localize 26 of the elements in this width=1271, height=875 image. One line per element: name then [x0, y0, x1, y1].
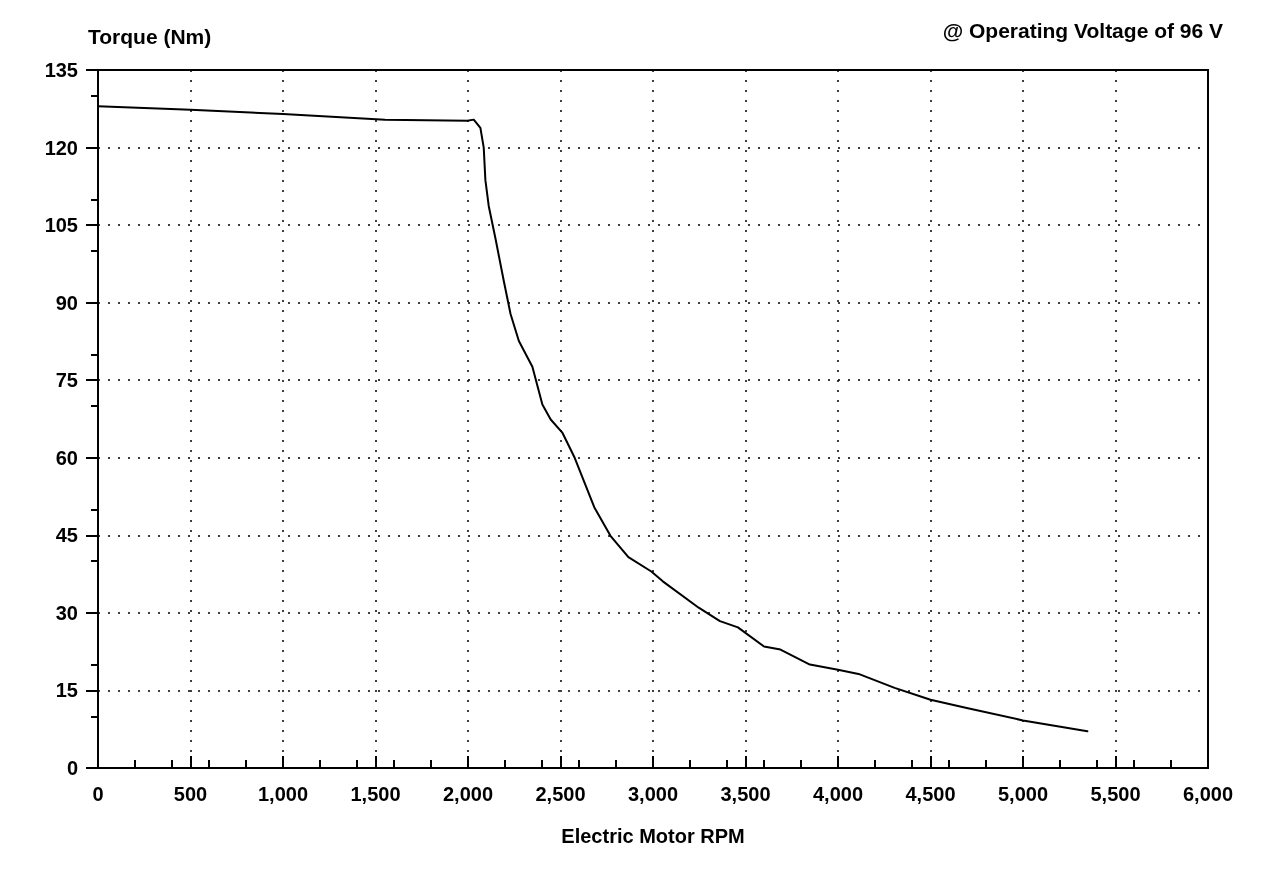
x-tick-label: 4,000 — [812, 783, 864, 805]
x-tick-label: 5,000 — [997, 783, 1049, 805]
x-tick-label: 1,000 — [257, 783, 309, 805]
y-tick-label: 60 — [55, 446, 78, 469]
x-tick-label: 3,500 — [720, 783, 771, 805]
x-tick-label: 2,500 — [535, 783, 586, 805]
x-tick-label: 3,000 — [627, 783, 679, 805]
x-tick-label: 1,500 — [350, 783, 401, 805]
y-tick-label: 75 — [55, 369, 78, 392]
y-tick-label: 120 — [44, 136, 78, 159]
x-tick-label: 2,000 — [442, 783, 494, 805]
text: @ Operating Voltage of 96 V — [942, 19, 1224, 42]
y-tick-label: 135 — [44, 59, 78, 81]
y-axis-title: Torque (Nm) — [88, 25, 212, 48]
y-tick-label: 30 — [55, 601, 78, 624]
y-tick-label: 45 — [55, 524, 78, 547]
x-axis-title: Electric Motor RPM — [561, 825, 745, 847]
y-tick-label: 90 — [55, 291, 78, 314]
x-tick-label: 4,500 — [905, 783, 956, 805]
y-tick-label: 105 — [44, 214, 78, 237]
y-tick-label: 0 — [66, 757, 78, 779]
x-tick-label: 0 — [92, 783, 104, 805]
x-tick-label: 5,500 — [1090, 783, 1141, 805]
x-tick-label: 500 — [173, 783, 208, 805]
y-tick-label: 15 — [55, 679, 78, 702]
x-tick-label: 6,000 — [1182, 783, 1234, 805]
